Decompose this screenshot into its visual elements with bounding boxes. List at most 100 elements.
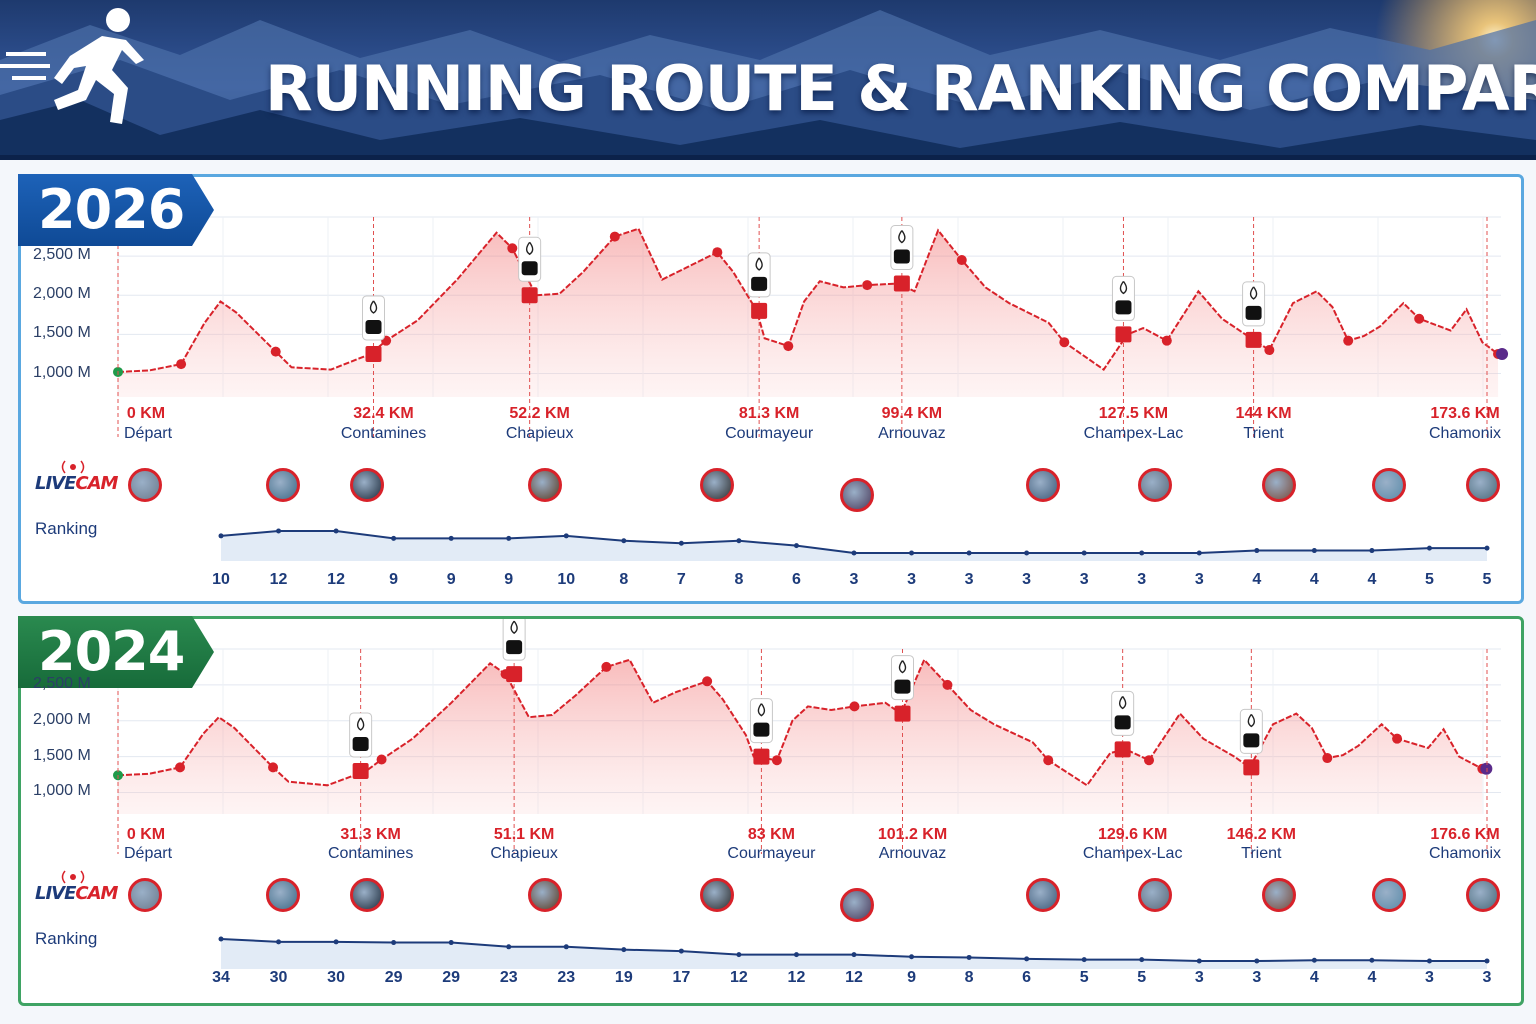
food-icon — [894, 679, 911, 694]
ranking-value: 3 — [1194, 969, 1204, 986]
ranking-value: 9 — [907, 969, 916, 986]
elevation-point — [1059, 337, 1070, 348]
ranking-value: 4 — [1367, 571, 1377, 588]
ranking-value: 4 — [1252, 571, 1262, 588]
live-cam-thumbnail[interactable] — [128, 468, 162, 502]
elevation-point — [956, 255, 967, 266]
live-cam-thumbnail[interactable] — [266, 878, 300, 912]
ranking-value: 5 — [1482, 571, 1492, 588]
header-banner: RUNNING ROUTE & RANKING COMPARISON — [0, 0, 1536, 160]
ranking-value: 8 — [964, 969, 974, 986]
ranking-point — [1426, 545, 1432, 551]
broadcast-icon — [61, 460, 85, 474]
year-tab: 2026 — [18, 174, 214, 246]
ranking-point — [563, 944, 569, 950]
water-drop-icon — [755, 257, 763, 271]
live-cam-thumbnail[interactable] — [700, 878, 734, 912]
ranking-value: 5 — [1079, 969, 1089, 986]
checkpoint-km: 146.2 KM — [1226, 826, 1297, 843]
live-cam-thumbnail[interactable] — [700, 468, 734, 502]
ranking-value: 3 — [1079, 571, 1089, 588]
live-cam-thumbnail[interactable] — [1138, 468, 1172, 502]
checkpoint-name: Départ — [123, 425, 173, 442]
live-cam-thumbnail[interactable] — [1026, 878, 1060, 912]
checkpoint-name: Chamonix — [1428, 425, 1502, 442]
live-cam-thumbnail[interactable] — [1262, 468, 1296, 502]
food-icon — [365, 319, 382, 334]
ranking-point — [276, 939, 282, 945]
page-title: RUNNING ROUTE & RANKING COMPARISON — [265, 52, 1536, 125]
food-icon — [751, 276, 768, 291]
live-cam-thumbnail[interactable] — [840, 888, 874, 922]
ranking-value: 30 — [327, 969, 345, 986]
live-cam-thumbnail[interactable] — [840, 478, 874, 512]
checkpoint-name: Champex-Lac — [1083, 425, 1184, 442]
checkpoint-marker — [893, 275, 910, 292]
live-cam-thumbnail[interactable] — [350, 878, 384, 912]
ranking-point — [1426, 958, 1432, 964]
elevation-point — [942, 679, 953, 690]
ranking-point — [1196, 958, 1202, 964]
live-cam-thumbnail[interactable] — [1466, 878, 1500, 912]
ranking-point — [1484, 545, 1490, 551]
checkpoint-name: Trient — [1243, 425, 1284, 442]
food-icon — [506, 640, 523, 655]
ranking-point — [851, 952, 857, 958]
elevation-point — [702, 676, 713, 687]
live-cam-thumbnail[interactable] — [1466, 468, 1500, 502]
elevation-point — [270, 346, 281, 357]
live-word: LIVE — [35, 883, 76, 904]
water-drop-icon — [356, 717, 365, 731]
ranking-value: 12 — [327, 571, 345, 588]
ranking-value: 12 — [845, 969, 863, 986]
ranking-value: 3 — [1137, 571, 1147, 588]
live-cam-thumbnail[interactable] — [266, 468, 300, 502]
ranking-value: 34 — [212, 969, 230, 986]
ranking-value: 12 — [730, 969, 748, 986]
checkpoint-km: 52.2 KM — [509, 405, 570, 422]
live-cam-thumbnail[interactable] — [128, 878, 162, 912]
ranking-area — [221, 531, 1487, 561]
ranking-value: 17 — [672, 969, 691, 986]
elevation-point — [783, 341, 794, 352]
ranking-value: 3 — [849, 571, 859, 588]
broadcast-icon — [61, 870, 85, 884]
ranking-value: 8 — [619, 571, 629, 588]
elevation-point — [1144, 755, 1155, 766]
ranking-point — [736, 952, 742, 958]
ranking-value: 3 — [1425, 969, 1434, 986]
cam-word: CAM — [75, 883, 118, 904]
checkpoint-km: 144 KM — [1235, 405, 1292, 422]
checkpoint-name: Contamines — [327, 845, 414, 862]
checkpoint-marker — [1115, 326, 1132, 343]
ranking-value: 12 — [269, 571, 288, 588]
live-cam-thumbnail[interactable] — [1026, 468, 1060, 502]
elevation-point — [601, 661, 612, 672]
live-cam-thumbnail[interactable] — [1138, 878, 1172, 912]
elevation-area — [118, 228, 1499, 397]
elevation-point — [376, 754, 387, 765]
elevation-point — [1043, 755, 1054, 766]
checkpoint-marker — [753, 748, 770, 765]
live-cam-thumbnail[interactable] — [1262, 878, 1296, 912]
food-icon — [1114, 715, 1131, 730]
live-cam-thumbnail[interactable] — [1372, 878, 1406, 912]
live-cam-thumbnail[interactable] — [1372, 468, 1406, 502]
water-drop-icon — [757, 703, 766, 717]
ranking-point — [1139, 550, 1145, 556]
ranking-point — [1196, 550, 1202, 556]
ranking-point — [1081, 550, 1087, 556]
live-cam-thumbnail[interactable] — [350, 468, 384, 502]
checkpoint-name: Chamonix — [1428, 845, 1502, 862]
ranking-point — [621, 947, 627, 953]
y-tick-label: 2,500 M — [33, 246, 91, 264]
ranking-point — [678, 948, 684, 954]
checkpoint-km: 99.4 KM — [881, 405, 943, 422]
ranking-point — [793, 952, 799, 958]
live-cam-thumbnail[interactable] — [528, 878, 562, 912]
ranking-label: Ranking — [35, 519, 98, 538]
live-cam-thumbnail[interactable] — [528, 468, 562, 502]
elevation-point — [1392, 733, 1403, 744]
y-tick-label: 2,500 M — [33, 674, 91, 692]
checkpoint-km: 83 KM — [747, 826, 795, 843]
